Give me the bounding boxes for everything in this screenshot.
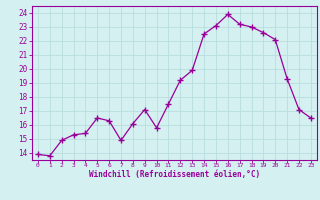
X-axis label: Windchill (Refroidissement éolien,°C): Windchill (Refroidissement éolien,°C): [89, 170, 260, 179]
